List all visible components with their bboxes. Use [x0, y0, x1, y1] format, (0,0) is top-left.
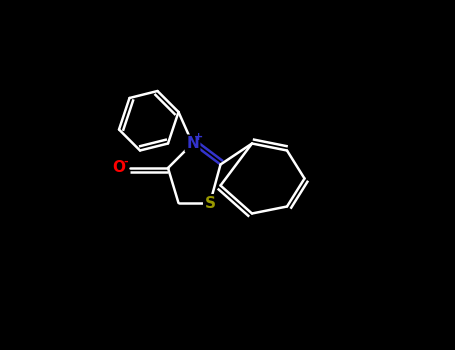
Text: -: -: [123, 157, 127, 167]
Text: O: O: [112, 161, 126, 175]
Text: N: N: [186, 136, 199, 151]
Text: S: S: [204, 196, 216, 210]
Text: +: +: [194, 132, 203, 142]
